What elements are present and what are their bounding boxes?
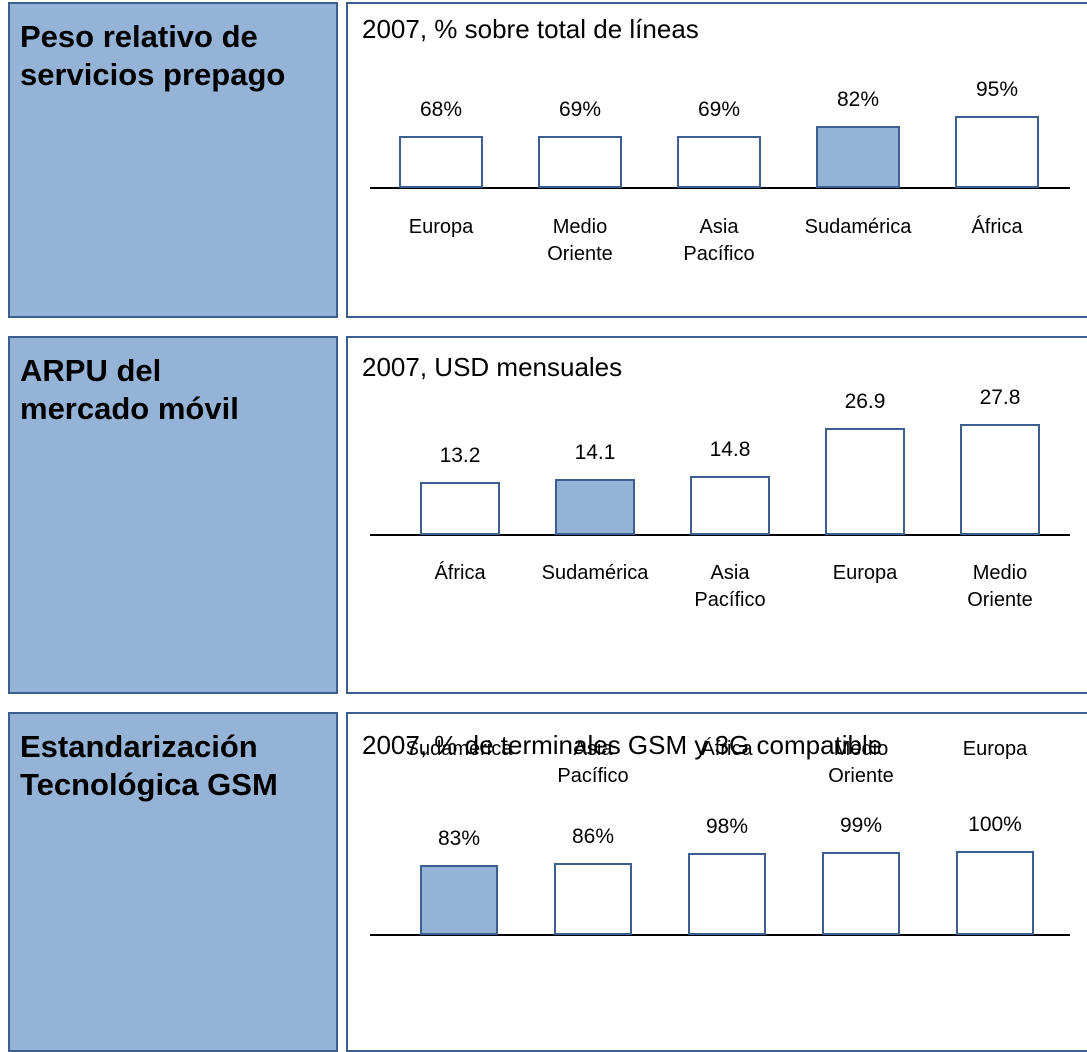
value-label: 99%	[839, 813, 883, 837]
panel-heading: Estandarización Tecnológica GSM	[20, 729, 278, 802]
value-label: 95%	[975, 77, 1019, 101]
bar	[960, 424, 1040, 535]
category-label: Sudamérica	[541, 562, 649, 584]
value-label: 86%	[571, 824, 615, 848]
side-panel	[8, 336, 338, 694]
value-label: 100%	[968, 813, 1022, 836]
value-label: 98%	[705, 814, 749, 838]
value-label: 69%	[558, 97, 602, 121]
bar	[822, 851, 900, 935]
bar	[825, 427, 905, 535]
chart-subtitle: 2007, % sobre total de líneas	[362, 14, 699, 44]
category-label: Asia Pacífico	[683, 216, 755, 265]
side-panel	[8, 2, 338, 318]
category-label: Medio Oriente	[547, 216, 613, 265]
bar	[955, 115, 1039, 188]
value-label: 27.8	[979, 386, 1021, 410]
bar	[677, 135, 761, 188]
bar	[690, 475, 770, 535]
baseline	[370, 187, 1070, 189]
bar	[420, 482, 500, 535]
category-label: Europa	[408, 216, 474, 238]
value-label: 69%	[697, 97, 741, 121]
category-label: África	[971, 216, 1023, 238]
category-label: Asia Pacífico	[694, 562, 766, 611]
category-label: África	[434, 562, 486, 584]
chart-subtitle: 2007, USD mensuales	[362, 352, 623, 382]
bar	[688, 852, 766, 935]
panel-heading: Peso relativo de servicios prepago	[20, 19, 286, 92]
bar	[554, 862, 632, 935]
category-label: África	[701, 738, 753, 760]
bar	[555, 478, 635, 535]
value-label: 14.8	[709, 437, 751, 461]
category-label: Asia Pacífico	[557, 738, 629, 787]
category-label: Medio Oriente	[828, 738, 894, 787]
bar	[420, 865, 498, 935]
category-label: Sudamérica	[405, 738, 513, 760]
category-label: Europa	[962, 738, 1028, 760]
chart-subtitle: 2007, % de terminales GSM y 3G compatibl…	[362, 730, 883, 760]
category-label: Sudamérica	[804, 216, 912, 238]
value-label: 82%	[836, 87, 880, 111]
value-label: 13.2	[439, 444, 481, 468]
baseline	[370, 934, 1070, 936]
value-label: 68%	[419, 98, 463, 122]
category-label: Medio Oriente	[967, 562, 1033, 611]
side-panel	[8, 712, 338, 1052]
bar	[538, 135, 622, 188]
baseline	[370, 534, 1070, 536]
category-label: Europa	[832, 562, 898, 584]
panel-heading: ARPU del mercado móvil	[20, 353, 239, 426]
value-label: 26.9	[844, 389, 886, 413]
value-label: 14.1	[574, 440, 616, 464]
bar	[399, 136, 483, 188]
bar	[816, 125, 900, 188]
value-label: 83%	[437, 827, 481, 851]
bar	[956, 851, 1034, 935]
